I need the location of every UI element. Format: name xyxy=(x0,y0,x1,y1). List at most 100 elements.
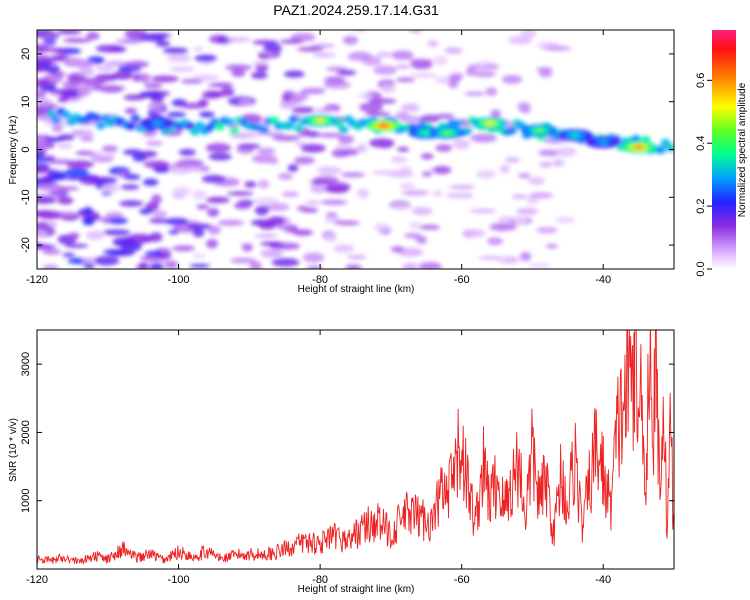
ridge-blob xyxy=(630,134,641,143)
noise-blob xyxy=(80,77,107,86)
noise-blob xyxy=(78,66,95,77)
noise-blob xyxy=(508,35,532,45)
noise-blob xyxy=(51,54,67,62)
noise-blob xyxy=(119,200,144,207)
noise-blob xyxy=(527,176,545,185)
ridge-blob xyxy=(293,124,304,133)
noise-blob xyxy=(94,255,120,266)
noise-blob xyxy=(217,219,245,226)
noise-blob xyxy=(237,143,261,149)
noise-blob xyxy=(421,171,433,177)
noise-blob xyxy=(51,124,64,133)
noise-blob xyxy=(357,93,374,99)
noise-blob xyxy=(305,200,320,206)
noise-blob xyxy=(432,190,443,197)
ridge-blob xyxy=(259,126,270,135)
noise-blob xyxy=(112,71,134,80)
noise-blob xyxy=(37,164,49,174)
noise-blob xyxy=(501,75,523,84)
noise-blob xyxy=(292,229,314,236)
noise-blob xyxy=(104,60,131,66)
noise-blob xyxy=(369,98,397,104)
noise-blob xyxy=(191,189,207,200)
noise-blob xyxy=(41,249,62,255)
noise-blob xyxy=(347,254,367,260)
noise-blob xyxy=(63,38,91,43)
noise-blob xyxy=(485,87,498,96)
noise-blob xyxy=(149,262,164,269)
noise-blob xyxy=(64,243,89,248)
ridge-blob xyxy=(506,126,517,135)
noise-blob xyxy=(408,30,423,34)
noise-blob xyxy=(80,137,94,142)
noise-blob xyxy=(260,241,280,247)
noise-blob xyxy=(450,71,462,76)
noise-blob xyxy=(79,176,107,185)
noise-blob xyxy=(415,235,427,243)
noise-blob xyxy=(331,149,350,158)
noise-blob xyxy=(408,58,433,64)
snr-series-line xyxy=(37,330,674,565)
noise-blob xyxy=(40,184,61,192)
noise-blob xyxy=(252,39,279,45)
noise-blob xyxy=(163,47,189,55)
noise-blob xyxy=(395,111,410,119)
noise-blob xyxy=(186,223,213,230)
ridge-blob xyxy=(214,122,225,131)
noise-blob xyxy=(433,165,452,175)
noise-blob xyxy=(489,222,517,232)
noise-blob xyxy=(46,222,58,228)
noise-blob xyxy=(192,253,206,258)
noise-blob xyxy=(86,31,100,41)
peak-contour xyxy=(316,119,324,123)
noise-blob xyxy=(320,199,348,206)
noise-blob xyxy=(513,216,528,226)
top-x-ticks: -120 -100 -80 -60 -40 xyxy=(26,30,611,286)
noise-blob xyxy=(410,73,438,78)
noise-blob xyxy=(226,191,254,196)
noise-blob xyxy=(254,233,278,238)
noise-blob xyxy=(193,46,204,52)
noise-blob xyxy=(345,264,362,269)
bottom-x-tick-label: -60 xyxy=(454,574,470,586)
noise-blob xyxy=(291,92,309,102)
ridge-blob xyxy=(95,121,106,130)
noise-blob xyxy=(37,54,48,59)
noise-blob xyxy=(164,260,179,269)
noise-blob xyxy=(138,73,151,83)
noise-blob xyxy=(168,229,180,235)
noise-blob xyxy=(487,237,503,246)
noise-blob xyxy=(166,53,192,63)
noise-blob xyxy=(249,261,262,269)
noise-blob xyxy=(324,185,350,194)
noise-blob xyxy=(356,143,368,153)
bottom-x-tick-label: -40 xyxy=(595,574,611,586)
noise-blob xyxy=(178,148,196,156)
noise-blob xyxy=(155,40,170,47)
colorbar-gradient xyxy=(712,30,736,269)
top-x-axis-label: Height of straight line (km) xyxy=(298,284,415,295)
noise-blob xyxy=(233,202,252,210)
noise-blob xyxy=(37,98,53,108)
top-x-tick-label: -120 xyxy=(26,274,48,286)
noise-blob xyxy=(151,33,172,38)
top-y-tick-label: -20 xyxy=(20,237,32,253)
noise-blob xyxy=(56,30,82,35)
noise-blob xyxy=(144,82,162,89)
bottom-y-ticks: 1000 2000 3000 xyxy=(20,352,674,513)
noise-blob xyxy=(274,242,301,250)
noise-blob xyxy=(139,255,157,261)
noise-blob xyxy=(297,47,324,52)
noise-blob xyxy=(293,156,315,165)
peak-contour xyxy=(571,133,579,137)
noise-blob xyxy=(207,208,220,217)
noise-blob xyxy=(68,232,80,239)
ridge-blob xyxy=(452,119,463,128)
noise-blob xyxy=(359,102,384,113)
noise-blob xyxy=(149,232,163,242)
noise-blob xyxy=(302,252,325,263)
noise-blob xyxy=(390,156,407,163)
noise-blob xyxy=(102,229,131,236)
